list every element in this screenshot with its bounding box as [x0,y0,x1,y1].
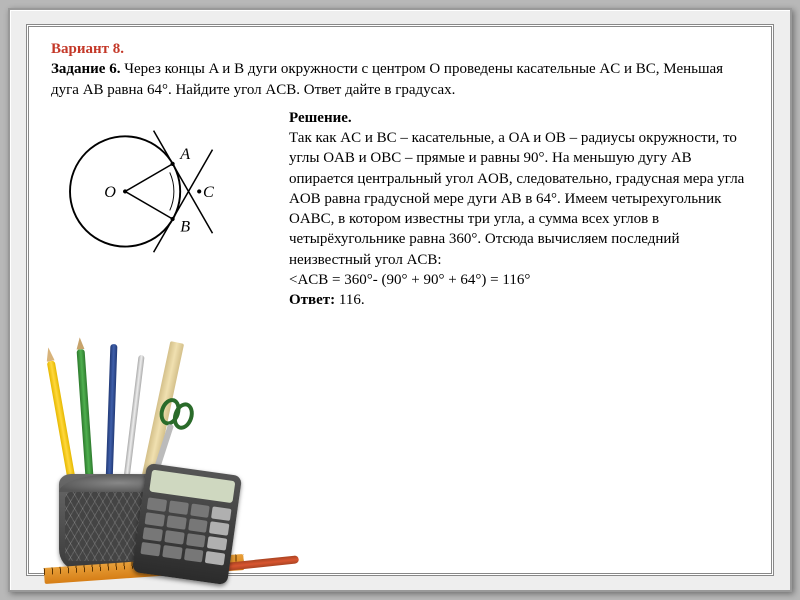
slide-frame: Вариант 8. Задание 6. Через концы A и B … [8,8,792,592]
radius-OA [125,164,173,192]
label-A: A [179,146,190,163]
stationery-illustration [19,349,269,579]
problem-text: Через концы A и B дуги окружности с цент… [51,61,723,97]
variant-label: Вариант 8. [51,41,124,57]
solution-block: Решение. Так как AC и BC – касательные, … [289,108,749,311]
solution-body: Так как AC и BC – касательные, а OA и OB… [289,128,749,270]
arc-inner [170,172,174,210]
problem-paragraph: Вариант 8. Задание 6. Через концы A и B … [51,39,749,100]
answer-value: 116. [335,292,364,308]
label-C: C [203,184,214,201]
diagram-svg: O A B C [51,108,241,273]
radius-OB [125,191,173,219]
circle-diagram: O A B C [51,108,251,278]
label-O: O [104,184,116,201]
calculator-icon [132,463,242,585]
solution-formula: <ACB = 360°- (90° + 90° + 64°) = 116° [289,270,749,290]
label-B: B [180,218,190,235]
content-row: O A B C Решение. Так как AC и BC – касат… [51,108,749,311]
answer-label: Ответ: [289,292,335,308]
point-C [197,189,201,193]
task-number: Задание 6. [51,61,120,77]
solution-title: Решение. [289,110,352,126]
figure-column: O A B C [51,108,271,311]
content-panel: Вариант 8. Задание 6. Через концы A и B … [26,24,774,576]
